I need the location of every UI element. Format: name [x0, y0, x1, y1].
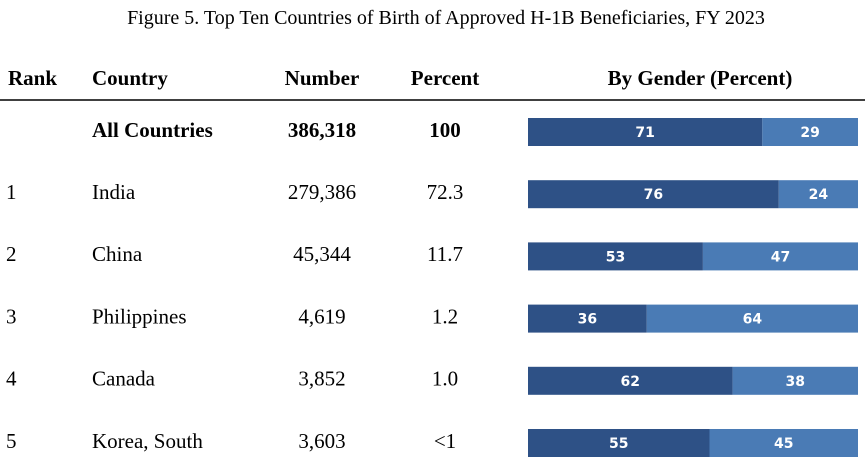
gender-label: 53 [606, 249, 625, 265]
number: 4,619 [298, 304, 345, 328]
country: China [92, 242, 143, 266]
gender-label: 45 [774, 436, 793, 452]
gender-bar [528, 180, 779, 209]
percent: 1.0 [432, 367, 458, 391]
gender-label: 29 [800, 125, 819, 141]
column-header: Number [285, 66, 360, 90]
number: 45,344 [293, 242, 351, 266]
rank: 2 [6, 242, 17, 266]
gender-bar [702, 242, 858, 271]
gender-label: 62 [621, 374, 640, 390]
number: 3,852 [298, 367, 345, 391]
gender-bar [528, 242, 703, 271]
gender-label: 76 [644, 187, 663, 203]
figure-title: Figure 5. Top Ten Countries of Birth of … [127, 7, 765, 29]
number: 386,318 [288, 118, 356, 142]
gender-label: 38 [786, 374, 805, 390]
column-header: By Gender (Percent) [608, 66, 793, 90]
country: Philippines [92, 304, 187, 328]
gender-bar [528, 429, 710, 457]
rank: 1 [6, 180, 17, 204]
percent: 100 [429, 118, 461, 142]
gender-label: 71 [635, 125, 654, 141]
gender-bar [709, 429, 858, 457]
country: Korea, South [92, 429, 203, 453]
number: 3,603 [298, 429, 345, 453]
percent: 72.3 [427, 180, 464, 204]
country: India [92, 180, 136, 204]
gender-bar [646, 304, 858, 333]
gender-bar [732, 366, 858, 395]
gender-label: 36 [578, 312, 597, 328]
rank: 3 [6, 304, 17, 328]
percent: 11.7 [427, 242, 463, 266]
gender-bar [762, 118, 858, 146]
number: 279,386 [288, 180, 356, 204]
column-header: Country [92, 66, 168, 90]
gender-bar [528, 366, 733, 395]
gender-label: 64 [743, 312, 763, 328]
gender-label: 55 [609, 436, 628, 452]
gender-bar [528, 304, 647, 333]
gender-label: 24 [809, 187, 829, 203]
country: All Countries [92, 118, 213, 142]
country: Canada [92, 367, 156, 391]
column-header: Percent [411, 66, 479, 90]
rank: 5 [6, 429, 17, 453]
gender-bar [778, 180, 858, 209]
gender-label: 47 [771, 249, 790, 265]
column-header: Rank [8, 66, 57, 90]
rank: 4 [6, 367, 17, 391]
percent: 1.2 [432, 304, 458, 328]
gender-bar [528, 118, 763, 146]
percent: <1 [434, 429, 456, 453]
